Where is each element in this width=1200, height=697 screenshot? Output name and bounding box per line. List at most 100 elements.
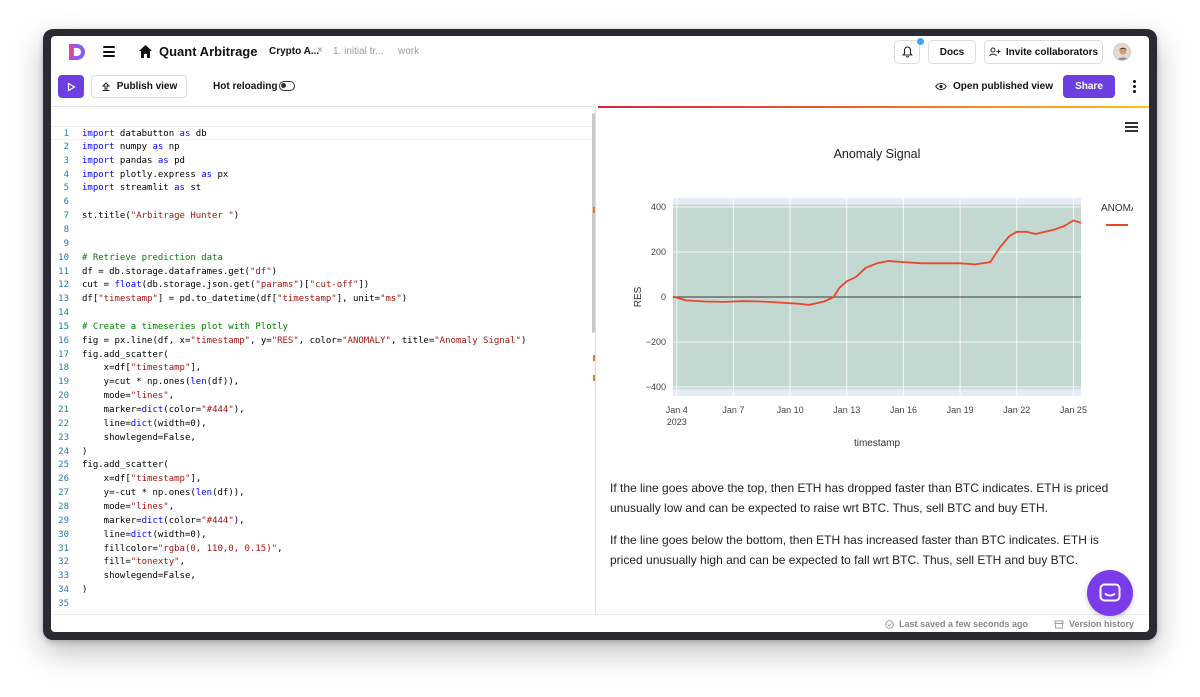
code-line[interactable]: 31 fillcolor="rgba(0, 110,0, 0.15)", xyxy=(51,542,591,556)
code-line[interactable]: 23 showlegend=False, xyxy=(51,431,591,445)
code-text: fig = px.line(df, x="timestamp", y="RES"… xyxy=(82,335,527,346)
home-icon[interactable] xyxy=(138,44,153,59)
code-line[interactable]: 25 fig.add_scatter( xyxy=(51,458,591,472)
code-line[interactable]: 1 import databutton as db xyxy=(51,126,591,140)
line-number: 7 xyxy=(63,211,69,222)
code-line[interactable]: 12 cut = float(db.storage.json.get("param… xyxy=(51,278,591,292)
code-line[interactable]: 11 df = db.storage.dataframes.get("df") xyxy=(51,265,591,279)
explanation-paragraph-2: If the line goes below the bottom, then … xyxy=(610,533,1099,567)
code-line[interactable]: 30 line=dict(width=0), xyxy=(51,528,591,542)
eye-icon xyxy=(935,83,947,90)
code-line[interactable]: 14 xyxy=(51,306,591,320)
series-line-false xyxy=(672,219,1082,306)
line-number: 4 xyxy=(63,169,69,180)
publish-view-button[interactable]: Publish view xyxy=(91,75,187,98)
app-title[interactable]: Quant Arbitrage xyxy=(159,44,258,59)
version-history-button[interactable]: Version history xyxy=(1054,619,1134,629)
code-line[interactable]: 10 # Retrieve prediction data xyxy=(51,251,591,265)
code-line[interactable]: 21 marker=dict(color="#444"), xyxy=(51,403,591,417)
notifications-button[interactable] xyxy=(894,40,920,64)
run-button[interactable] xyxy=(58,75,84,98)
x-tick-label: Jan 4 xyxy=(666,405,688,415)
y-tick-label: −200 xyxy=(646,337,666,347)
line-number: 21 xyxy=(58,405,69,415)
code-text: line=dict(width=0), xyxy=(82,529,207,540)
code-line[interactable]: 16 fig = px.line(df, x="timestamp", y="RE… xyxy=(51,334,591,348)
line-number: 15 xyxy=(58,321,69,332)
editor-scrollbar[interactable] xyxy=(592,113,595,333)
chat-support-button[interactable] xyxy=(1087,570,1133,616)
menu-icon[interactable] xyxy=(103,46,115,57)
status-bar: Last saved a few seconds ago Version his… xyxy=(51,614,1149,632)
anomaly-chart[interactable]: Jan 4 2023 Jan 7 Jan 10 Jan 13 Jan 16 Jan 19 Ja… xyxy=(613,136,1149,456)
x-tick-label: Jan 16 xyxy=(890,405,917,415)
tab-close-icon[interactable]: × xyxy=(317,45,323,56)
code-text: fill="tonexty", xyxy=(82,557,185,568)
line-number: 23 xyxy=(58,432,69,443)
chart-title: Anomaly Signal xyxy=(834,147,921,161)
hot-reloading-toggle[interactable] xyxy=(279,81,295,91)
code-text: showlegend=False, xyxy=(82,571,196,582)
code-line[interactable]: 24) xyxy=(51,445,591,459)
code-text: marker=dict(color="#444"), xyxy=(82,515,245,526)
code-line[interactable]: 2 import numpy as np xyxy=(51,140,591,154)
code-line[interactable]: 22 line=dict(width=0), xyxy=(51,417,591,431)
tab-work[interactable]: work xyxy=(398,46,420,57)
more-options-icon[interactable] xyxy=(1133,80,1136,95)
code-text: x=df["timestamp"], xyxy=(82,474,202,485)
code-text: df = db.storage.dataframes.get("df") xyxy=(82,266,278,277)
code-line[interactable]: 20 mode="lines", xyxy=(51,389,591,403)
line-number: 24 xyxy=(58,446,69,457)
code-line[interactable]: 5 import streamlit as st xyxy=(51,181,591,195)
code-text: mode="lines", xyxy=(82,501,175,512)
code-line[interactable]: 15 # Create a timeseries plot with Plotly xyxy=(51,320,591,334)
line-number: 1 xyxy=(63,129,69,139)
code-line[interactable]: 18 x=df["timestamp"], xyxy=(51,361,591,375)
archive-icon xyxy=(1054,620,1064,629)
code-line[interactable]: 34) xyxy=(51,583,591,597)
code-line[interactable]: 4 import plotly.express as px xyxy=(51,168,591,182)
app-preview: Jan 4 2023 Jan 7 Jan 10 Jan 13 Jan 16 Jan 19 Ja… xyxy=(598,106,1149,614)
code-text: st.title("Arbitrage Hunter ") xyxy=(82,211,240,222)
code-line[interactable]: 6 xyxy=(51,195,591,209)
y-tick-label: 200 xyxy=(651,247,666,257)
code-line[interactable]: 9 xyxy=(51,237,591,251)
tab-initial[interactable]: 1. initial tr... xyxy=(333,46,384,57)
code-text: # Create a timeseries plot with Plotly xyxy=(82,321,288,332)
open-published-view-button[interactable]: Open published view xyxy=(935,81,1053,92)
editor-marker xyxy=(593,375,595,381)
line-number: 32 xyxy=(58,557,69,568)
code-line[interactable]: 28 mode="lines", xyxy=(51,500,591,514)
tab-crypto[interactable]: Crypto A... xyxy=(269,46,320,57)
invite-label: Invite collaborators xyxy=(1005,46,1099,58)
code-line[interactable]: 33 showlegend=False, xyxy=(51,569,591,583)
x-axis-label: timestamp xyxy=(854,438,901,449)
code-line[interactable]: 26 x=df["timestamp"], xyxy=(51,472,591,486)
code-line[interactable]: 13 df["timestamp"] = pd.to_datetime(df["t… xyxy=(51,292,591,306)
docs-button[interactable]: Docs xyxy=(928,40,976,64)
chart-svg: Jan 4 2023 Jan 7 Jan 10 Jan 13 Jan 16 Jan 19 Ja… xyxy=(633,147,1149,449)
line-number: 22 xyxy=(58,418,69,429)
line-number: 6 xyxy=(63,197,69,208)
notification-dot xyxy=(917,38,924,45)
avatar[interactable] xyxy=(1113,43,1131,61)
invite-collaborators-button[interactable]: Invite collaborators xyxy=(984,40,1103,64)
streamlit-menu-icon[interactable] xyxy=(1125,122,1138,134)
code-line[interactable]: 27 y=-cut * np.ones(len(df)), xyxy=(51,486,591,500)
code-line[interactable]: 32 fill="tonexty", xyxy=(51,555,591,569)
code-line[interactable]: 8 xyxy=(51,223,591,237)
databutton-logo-icon[interactable] xyxy=(67,43,87,61)
editor-marker xyxy=(593,207,595,213)
share-button[interactable]: Share xyxy=(1063,75,1115,98)
code-line[interactable]: 19 y=cut * np.ones(len(df)), xyxy=(51,375,591,389)
code-line[interactable]: 35 xyxy=(51,597,591,611)
code-line[interactable]: 7 st.title("Arbitrage Hunter ") xyxy=(51,209,591,223)
line-number: 17 xyxy=(58,349,69,360)
code-line[interactable]: 29 marker=dict(color="#444"), xyxy=(51,514,591,528)
line-number: 31 xyxy=(58,543,69,554)
code-line[interactable]: 17 fig.add_scatter( xyxy=(51,348,591,362)
last-saved-status: Last saved a few seconds ago xyxy=(885,619,1028,629)
code-editor[interactable]: 1 import databutton as db 2 import numpy as… xyxy=(51,106,596,614)
play-icon xyxy=(67,81,76,92)
code-line[interactable]: 3 import pandas as pd xyxy=(51,154,591,168)
